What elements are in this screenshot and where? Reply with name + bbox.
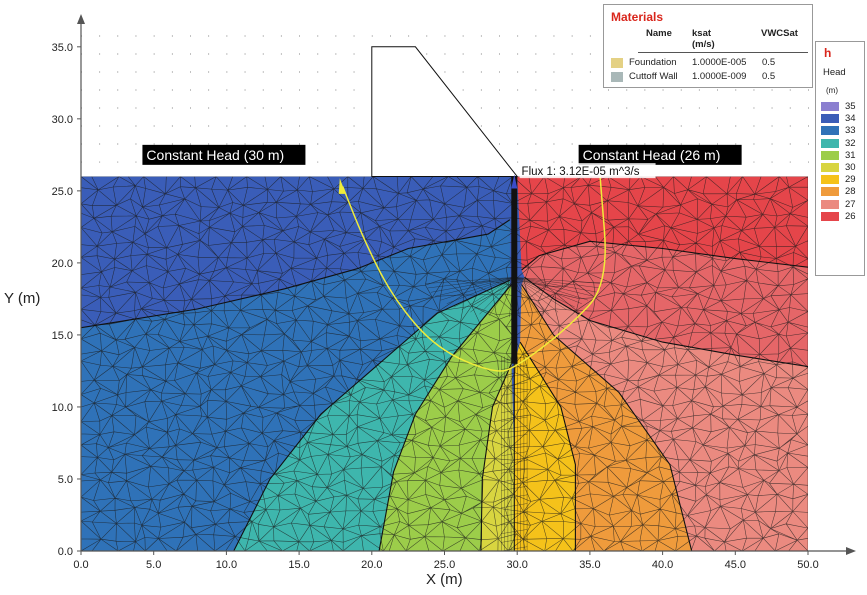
head-legend-value: 31 [845,149,856,161]
y-tick-label: 0.0 [58,546,73,558]
head-legend-swatch [821,199,839,209]
flux-label: Flux 1: 3.12E-05 m^3/s [522,166,640,178]
head-legend-value: 34 [845,113,856,125]
x-tick-label: 20.0 [361,559,382,571]
head-legend-swatch [821,102,839,111]
x-tick-label: 5.0 [146,559,161,571]
materials-legend-title: Materials [611,10,664,24]
contour-line-26 [521,240,808,271]
mesh-edges [81,176,808,551]
head-legend-value: 33 [845,125,856,137]
materials-legend: Materials Name ksat (m/s) VWCSat Foundat… [603,4,813,88]
y-tick-label: 10.0 [52,402,73,414]
flow-path-arrowhead [338,178,346,194]
constant-head-downstream-label: Constant Head (26 m) [583,147,721,163]
head-legend-swatch [821,150,839,160]
head-legend-value: 29 [845,174,856,186]
materials-header-rule [638,52,808,53]
cutoff-wall [511,174,518,364]
flux-label-box [519,163,656,179]
head-region-28 [520,284,692,551]
head-legend-title: h [824,46,832,60]
head-region-27 [521,277,808,551]
contour-lines [81,219,808,551]
x-tick-label: 50.0 [797,559,818,571]
head-legend-value: 32 [845,137,856,149]
head-legend-value: 28 [845,186,856,198]
axes [77,14,856,555]
head-legend-swatch [821,138,839,148]
head-region-26 [521,241,808,367]
y-axis-arrow [77,14,85,24]
material-swatch-foundation [611,58,623,68]
x-tick-label: 30.0 [506,559,527,571]
head-legend-value: 35 [845,101,856,112]
annotations: Constant Head (30 m) Constant Head (26 m)… [142,144,742,179]
contour-line-27 [524,276,808,368]
material-ksat: 1.0000E-009 [692,71,747,82]
x-tick-label: 0.0 [73,559,88,571]
contour-line-31 [480,363,512,551]
x-tick-label: 15.0 [288,559,309,571]
head-legend-swatch [821,163,839,172]
head-legend-swatch [821,114,839,124]
materials-header-ksat-unit: (m/s) [692,39,715,50]
y-tick-label: 35.0 [52,42,73,54]
x-tick-label: 40.0 [652,559,673,571]
flux-section-marker [511,174,518,189]
y-tick-label: 20.0 [52,258,73,270]
y-tick-label: 25.0 [52,186,73,198]
contour-line-34 [81,219,511,329]
y-tick-label: 5.0 [58,474,73,486]
head-legend-swatch [821,187,839,197]
material-vwcsat: 0.5 [762,57,776,68]
head-legend: h Head (m) 35 34 33 32 31 30 29 28 27 26 [815,41,865,276]
materials-header-vwcsat: VWCSat [761,28,798,39]
dam-body [371,46,519,177]
materials-header-ksat: ksat [692,28,712,39]
materials-row: Foundation 1.0000E-005 0.5 [604,56,812,70]
cutoff-wall-body [511,176,518,364]
constant-head-upstream-label: Constant Head (30 m) [146,147,284,163]
x-axis-arrow [846,547,856,555]
x-tick-label: 45.0 [725,559,746,571]
material-swatch-cutoff-wall [611,72,623,82]
head-legend-subtitle: Head [823,67,846,78]
head-legend-value: 30 [845,162,856,173]
x-tick-label: 25.0 [434,559,455,571]
material-name: Cuttoff Wall [629,71,678,82]
head-legend-value: 27 [845,198,856,210]
constant-head-label-box [578,144,742,165]
dam-outline [371,46,519,177]
y-axis-label: Y (m) [4,290,41,307]
y-tick-label: 15.0 [52,330,73,342]
material-name: Foundation [629,57,677,68]
head-legend-swatch [821,175,839,185]
materials-row: Cuttoff Wall 1.0000E-009 0.5 [604,70,812,84]
contour-line-29 [519,341,576,551]
tick-labels: 0.0 5.0 10.0 15.0 20.0 25.0 30.0 35.0 40.0 45.0 50… [52,42,819,571]
head-legend-swatch [821,126,839,136]
x-tick-label: 10.0 [216,559,237,571]
x-tick-label: 35.0 [579,559,600,571]
head-region-31 [379,284,513,551]
contour-line-32 [378,284,512,551]
x-axis-label: X (m) [426,571,463,588]
contour-line-33 [233,279,511,551]
head-legend-value: 26 [845,210,856,222]
flow-path-line [342,176,606,372]
head-legend-unit: (m) [826,86,838,95]
materials-header-name: Name [646,28,672,39]
head-legend-swatch [821,211,839,221]
flow-path [338,176,606,372]
material-vwcsat: 0.5 [762,71,776,82]
y-tick-label: 30.0 [52,114,73,126]
material-ksat: 1.0000E-005 [692,57,747,68]
contour-line-28 [521,284,693,551]
constant-head-label-box [142,144,306,165]
